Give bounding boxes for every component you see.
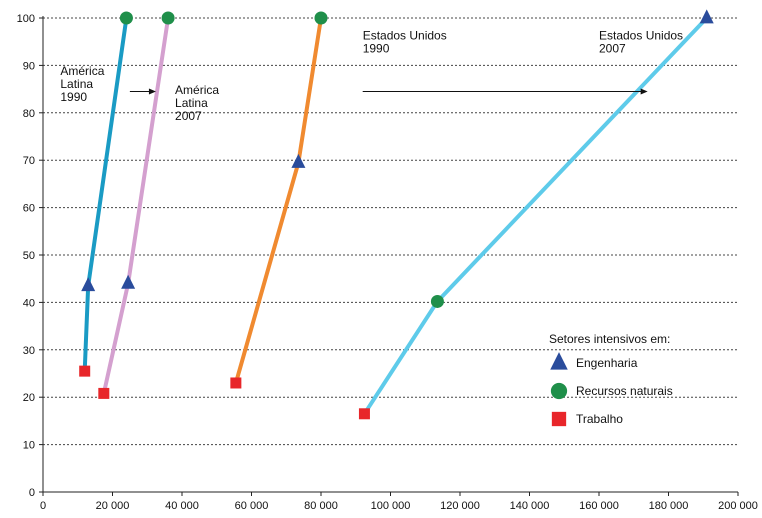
x-tick-label: 100 000: [371, 500, 411, 512]
annotation-line: Latina: [175, 96, 208, 110]
y-tick-label: 60: [23, 203, 35, 215]
annotation-line: 2007: [599, 41, 626, 55]
x-tick-label: 180 000: [649, 500, 689, 512]
data-point-3-2-triangle: [699, 9, 714, 24]
x-tick-label: 120 000: [440, 500, 480, 512]
x-tick-label: 200 000: [718, 500, 758, 512]
data-point-1-2-circle: [161, 11, 175, 25]
annotation-line: 1990: [363, 41, 390, 55]
x-tick-label: 20 000: [96, 500, 130, 512]
x-tick-label: 160 000: [579, 500, 619, 512]
legend-marker-square: [551, 411, 567, 427]
arrow-head-0: [148, 88, 156, 95]
x-tick-label: 60 000: [235, 500, 269, 512]
x-tick-labels: 0 20 000 40 000 60 000 80 000 100 000 120 000 1…: [40, 500, 758, 512]
legend-label-0: Engenharia: [576, 356, 638, 370]
annotation-label-0: América Latina 1990: [60, 64, 104, 104]
annotation-line: Latina: [60, 77, 93, 91]
x-tick-label: 40 000: [165, 500, 199, 512]
y-tick-labels: 0 10 20 30 40 50 60 70 80 90 100: [17, 13, 35, 499]
data-point-0-1-triangle: [81, 277, 96, 292]
data-point-1-0-square: [98, 387, 110, 399]
annotation-label-2: Estados Unidos 1990: [363, 28, 447, 55]
legend: Setores intensivos em: Engenharia Recursos…: [549, 332, 673, 427]
x-tick-label: 0: [40, 500, 46, 512]
y-tick-label: 0: [29, 487, 35, 499]
x-tick-label: 80 000: [304, 500, 338, 512]
data-point-3-0-square: [358, 408, 370, 420]
data-point-2-2-circle: [314, 11, 328, 25]
series-line-3: [362, 16, 709, 415]
annotation-line: Estados Unidos: [363, 28, 447, 42]
series-line-1: [101, 17, 171, 394]
series-group: [79, 9, 714, 420]
legend-marker-circle: [550, 382, 568, 400]
legend-label-1: Recursos naturais: [576, 384, 673, 398]
y-tick-label: 100: [17, 13, 35, 25]
annotation-line: Estados Unidos: [599, 28, 683, 42]
data-point-0-0-square: [79, 365, 91, 377]
data-point-2-0-square: [230, 377, 242, 389]
y-tick-label: 20: [23, 392, 35, 404]
annotation-line: América: [175, 83, 219, 97]
y-tick-label: 80: [23, 108, 35, 120]
legend-marker-triangle: [550, 352, 568, 370]
data-point-2-1-triangle: [291, 153, 306, 168]
y-tick-label: 50: [23, 250, 35, 262]
annotation-line: América: [60, 64, 104, 78]
y-tick-label: 40: [23, 297, 35, 309]
y-tick-label: 70: [23, 155, 35, 167]
y-tick-label: 30: [23, 345, 35, 357]
x-tick-label: 140 000: [510, 500, 550, 512]
data-point-1-1-triangle: [121, 274, 136, 289]
axes: [39, 16, 739, 496]
annotation-label-1: América Latina 2007: [175, 83, 219, 123]
annotation-line: 1990: [60, 90, 87, 104]
data-point-3-1-circle: [430, 294, 444, 308]
y-tick-label: 90: [23, 60, 35, 72]
grid: [43, 17, 738, 446]
series-line-2: [233, 17, 323, 384]
annotation-line: 2007: [175, 109, 202, 123]
data-point-0-2-circle: [119, 11, 133, 25]
legend-title: Setores intensivos em:: [549, 332, 670, 346]
y-tick-label: 10: [23, 440, 35, 452]
arrow-head-1: [640, 88, 648, 95]
annotation-label-3: Estados Unidos 2007: [599, 28, 683, 55]
legend-label-2: Trabalho: [576, 412, 623, 426]
